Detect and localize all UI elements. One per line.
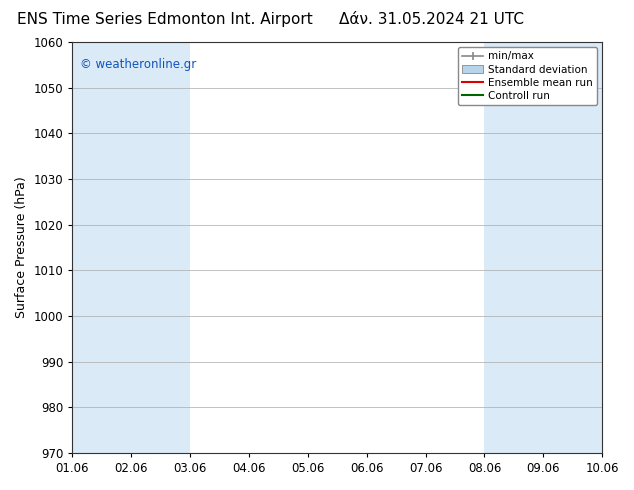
- Bar: [543, 42, 602, 453]
- Text: Δάν. 31.05.2024 21 UTC: Δάν. 31.05.2024 21 UTC: [339, 12, 524, 27]
- Bar: [484, 42, 543, 453]
- Legend: min/max, Standard deviation, Ensemble mean run, Controll run: min/max, Standard deviation, Ensemble me…: [458, 47, 597, 105]
- Y-axis label: Surface Pressure (hPa): Surface Pressure (hPa): [15, 176, 28, 318]
- Text: © weatheronline.gr: © weatheronline.gr: [81, 58, 197, 72]
- Bar: [131, 42, 190, 453]
- Text: ENS Time Series Edmonton Int. Airport: ENS Time Series Edmonton Int. Airport: [17, 12, 313, 27]
- Bar: [72, 42, 131, 453]
